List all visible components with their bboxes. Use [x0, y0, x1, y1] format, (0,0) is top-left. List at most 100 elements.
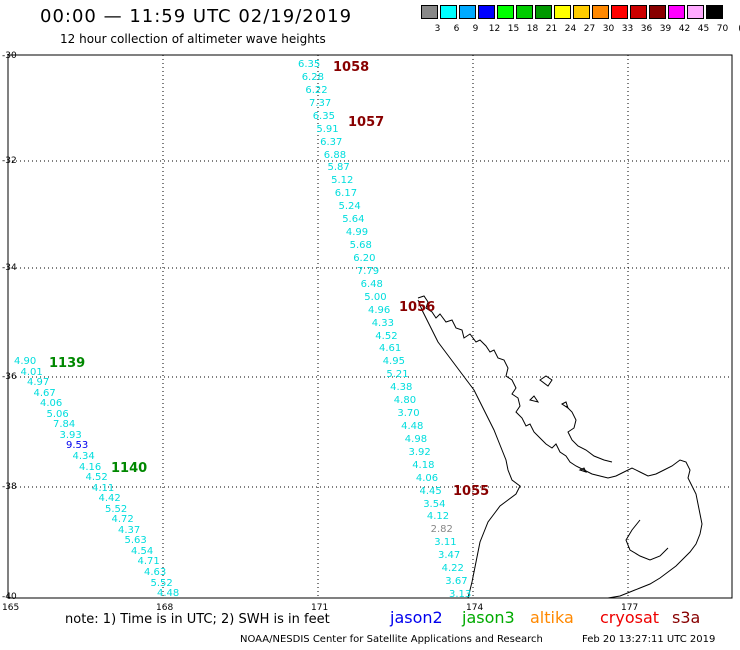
wave-height-value: 4.06 [415, 472, 439, 484]
island-small-a [529, 395, 540, 403]
wave-height-value: 3.11 [434, 537, 457, 549]
legend-tick-label: 42 [678, 24, 691, 34]
wave-height-value: 4.90 [14, 356, 37, 367]
wave-height-value: 4.38 [390, 382, 413, 394]
legend-swatch [630, 5, 647, 19]
legend-s3a: s3a [672, 608, 701, 627]
legend-jason2: jason2 [390, 608, 443, 627]
lat-label-38: -38 [2, 482, 17, 492]
legend-swatch [497, 5, 514, 19]
lat-label-36: -36 [2, 372, 17, 382]
lat-label-30: -30 [2, 51, 17, 61]
footer-credit: NOAA/NESDIS Center for Satellite Applica… [240, 634, 543, 645]
legend-swatch [573, 5, 590, 19]
legend-swatch [706, 5, 723, 19]
wave-height-value: 4.12 [426, 511, 450, 523]
wave-height-value: 3.54 [423, 498, 446, 510]
lat-label-34: -34 [2, 263, 17, 273]
legend-tick-label: 33 [621, 24, 634, 34]
wave-height-value: 4.71 [137, 556, 160, 568]
pass-label-1055: 1055 [453, 484, 490, 499]
legend-tick-label: 39 [659, 24, 672, 34]
legend-swatch [478, 5, 495, 19]
wave-height-value: 4.37 [118, 524, 141, 536]
wave-height-value: 3.13 [449, 589, 472, 600]
lon-label-168: 168 [156, 603, 174, 613]
wave-height-value: 4.16 [79, 461, 102, 473]
island-small-c [578, 467, 587, 473]
map-subtitle: 12 hour collection of altimeter wave hei… [60, 32, 326, 46]
wave-height-value: 7.84 [53, 419, 76, 431]
wave-height-value: 5.64 [342, 214, 365, 226]
wave-height-value: 4.63 [144, 566, 167, 578]
coastline-north-island [417, 295, 703, 599]
wave-height-value: 4.11 [92, 482, 115, 494]
wave-height-value: 5.21 [386, 369, 409, 381]
wave-height-value: 5.06 [46, 408, 69, 420]
pass-label-1056: 1056 [399, 300, 436, 315]
wave-height-value: 6.35 [312, 110, 335, 122]
wave-height-value: 4.42 [98, 493, 121, 505]
legend-swatch [687, 5, 704, 19]
pass-label-1139: 1139 [49, 356, 86, 371]
coastline-west-coast [417, 299, 521, 599]
wave-height-value: 6.88 [323, 149, 347, 161]
wave-height-value: 4.45 [419, 485, 442, 497]
lat-label-32: -32 [2, 156, 17, 166]
legend-tick-label: 27 [583, 24, 596, 34]
legend-swatch [668, 5, 685, 19]
island-great-barrier [539, 375, 553, 387]
wave-height-value: 4.72 [111, 514, 134, 526]
legend-tick-label: 15 [507, 24, 520, 34]
wave-height-value: 4.22 [441, 563, 464, 575]
legend-swatch [421, 5, 438, 19]
wave-height-value: 3.67 [445, 576, 468, 588]
pass-label-1058: 1058 [333, 60, 370, 75]
wave-height-value: 2.82 [430, 524, 453, 536]
wave-height-value: 4.97 [27, 377, 50, 389]
legend-tick-label: 70 [716, 24, 729, 34]
legend-swatch [516, 5, 533, 19]
coastline-hawke-bay [625, 519, 669, 561]
wave-height-value: 7.37 [309, 97, 332, 109]
wave-height-value: 5.12 [331, 175, 354, 187]
wave-height-value: 6.20 [353, 252, 376, 264]
wave-height-value: 4.48 [401, 421, 424, 432]
wave-height-value: 4.96 [368, 304, 391, 316]
wave-height-value: 4.67 [33, 387, 56, 399]
legend-swatch [459, 5, 476, 19]
legend-tick-label: 36 [640, 24, 653, 34]
legend-swatch [440, 5, 457, 19]
footer-note: note: 1) Time is in UTC; 2) SWH is in fe… [65, 612, 330, 627]
lon-label-171: 171 [311, 603, 329, 613]
wave-height-value: 5.91 [316, 123, 339, 135]
wave-height-value: 5.52 [150, 577, 173, 589]
footer-timestamp: Feb 20 13:27:11 UTC 2019 [582, 634, 716, 645]
legend-swatch [611, 5, 628, 19]
wave-height-value: 4.34 [72, 450, 95, 462]
wave-height-value: 3.93 [59, 429, 82, 441]
map-frame [7, 54, 733, 599]
wave-height-value: 6.28 [301, 71, 324, 83]
coastline-bay-of-plenty [565, 405, 613, 463]
legend-cryosat: cryosat [600, 608, 660, 627]
graticule [8, 55, 732, 598]
wave-height-value: 4.18 [412, 459, 435, 471]
wave-height-value: 9.53 [66, 440, 89, 452]
wave-height-value: 4.95 [382, 356, 405, 368]
legend-altika: altika [530, 608, 574, 627]
wave-height-value: 4.01 [20, 366, 43, 378]
map-title: 00:00 — 11:59 UTC 02/19/2019 [40, 6, 353, 27]
legend-jason3: jason3 [462, 608, 515, 627]
legend-tick-label: 18 [526, 24, 539, 34]
pass-label-1057: 1057 [348, 115, 385, 130]
legend-tick-label: 30 [602, 24, 615, 34]
legend-tick-label: 9 [472, 24, 479, 34]
wave-height-value: 5.68 [349, 240, 372, 251]
legend-tick-label: 21 [545, 24, 558, 34]
wave-height-value: 4.99 [345, 227, 369, 238]
lon-label-174: 174 [466, 603, 484, 613]
lat-label-40: -40 [2, 592, 17, 602]
legend-tick-label: 45 [697, 24, 710, 34]
wave-height-value: 5.87 [327, 162, 350, 174]
